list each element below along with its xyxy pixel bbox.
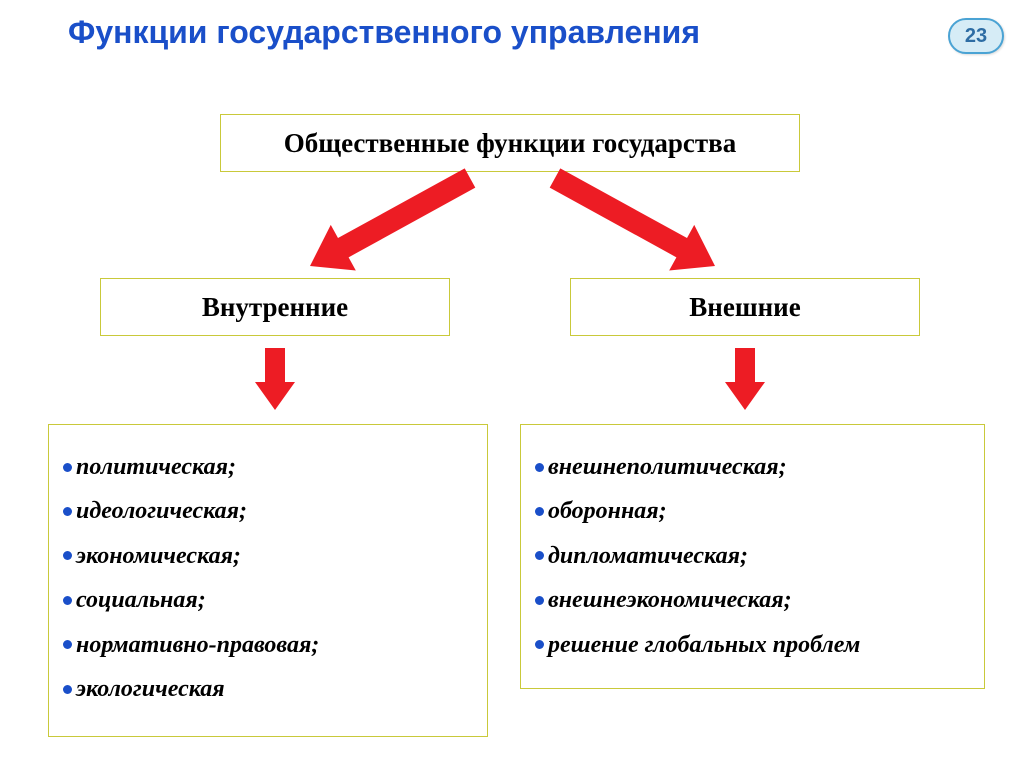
bullet-icon (63, 507, 72, 516)
branch-left-label: Внутренние (202, 292, 348, 323)
branch-left-box: Внутренние (100, 278, 450, 336)
list-item: внешнеполитическая; (535, 445, 970, 489)
bullet-icon (535, 507, 544, 516)
list-item: внешнеэкономическая; (535, 578, 970, 622)
page-number: 23 (965, 25, 987, 48)
list-item: дипломатическая; (535, 534, 970, 578)
bullet-icon (535, 596, 544, 605)
list-item: решение глобальных проблем (535, 623, 970, 667)
list-right-box: внешнеполитическая;оборонная;дипломатиче… (520, 424, 985, 689)
list-item: идеологическая; (63, 489, 473, 533)
list-item-label: экономическая; (76, 534, 241, 578)
list-item: социальная; (63, 578, 473, 622)
bullet-icon (535, 463, 544, 472)
arrow-small-right-icon (715, 344, 775, 414)
list-item-label: нормативно-правовая; (76, 623, 319, 667)
list-item: экономическая; (63, 534, 473, 578)
arrow-small-left-icon (245, 344, 305, 414)
list-item-label: социальная; (76, 578, 206, 622)
list-item-label: дипломатическая; (548, 534, 748, 578)
list-item-label: внешнеполитическая; (548, 445, 787, 489)
bullet-icon (63, 596, 72, 605)
bullet-icon (535, 551, 544, 560)
list-item: оборонная; (535, 489, 970, 533)
bullet-icon (63, 551, 72, 560)
list-item-label: политическая; (76, 445, 236, 489)
root-box: Общественные функции государства (220, 114, 800, 172)
list-left-box: политическая;идеологическая;экономическа… (48, 424, 488, 737)
bullet-icon (63, 640, 72, 649)
list-item-label: внешнеэкономическая; (548, 578, 792, 622)
list-item-label: оборонная; (548, 489, 667, 533)
list-left: политическая;идеологическая;экономическа… (63, 445, 473, 711)
page-number-badge: 23 (948, 18, 1004, 54)
page-title: Функции государственного управления (68, 14, 700, 51)
branch-right-label: Внешние (689, 292, 800, 323)
list-item: политическая; (63, 445, 473, 489)
bullet-icon (535, 640, 544, 649)
list-right: внешнеполитическая;оборонная;дипломатиче… (535, 445, 970, 667)
list-item-label: идеологическая; (76, 489, 247, 533)
list-item-label: решение глобальных проблем (548, 623, 860, 667)
branch-right-box: Внешние (570, 278, 920, 336)
list-item-label: экологическая (76, 667, 225, 711)
bullet-icon (63, 685, 72, 694)
list-item: нормативно-правовая; (63, 623, 473, 667)
root-box-label: Общественные функции государства (284, 128, 736, 159)
bullet-icon (63, 463, 72, 472)
list-item: экологическая (63, 667, 473, 711)
